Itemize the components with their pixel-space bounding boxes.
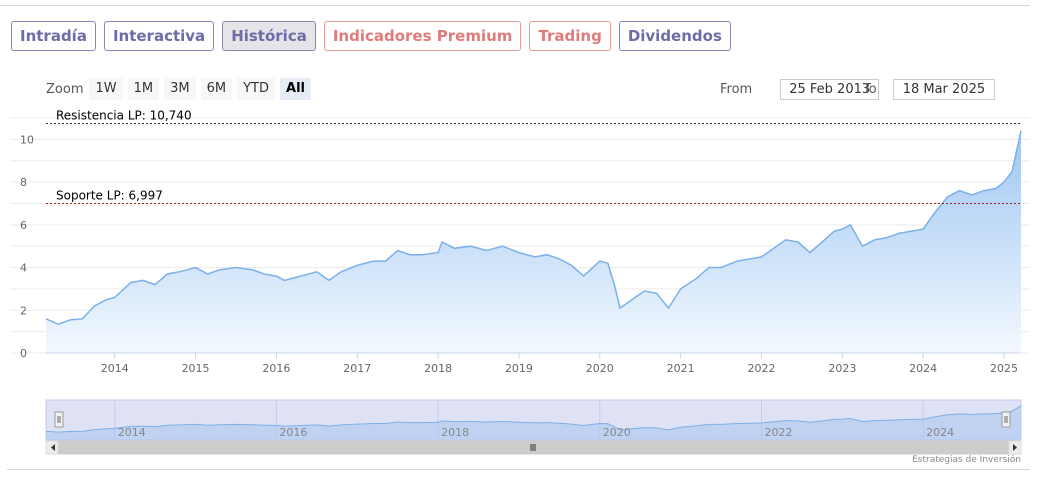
support-label: Soporte LP: 6,997 (56, 189, 163, 203)
x-tick-label: 2019 (505, 362, 533, 375)
to-label: To (863, 82, 877, 97)
plot-lines: Resistencia LP: 10,740 Soporte LP: 6,997 (46, 109, 1021, 205)
credits: Estrategias de Inversión (912, 455, 1021, 465)
x-tick-label: 2015 (182, 362, 210, 375)
scroll-right-arrow-icon (1013, 444, 1017, 451)
from-label: From (720, 82, 753, 97)
x-tick-label: 2016 (262, 362, 290, 375)
x-tick-label: 2017 (343, 362, 371, 375)
x-tick-label: 2018 (424, 362, 452, 375)
from-date-input[interactable]: 25 Feb 2013 (780, 79, 880, 100)
zoom-1w-button[interactable]: 1W (89, 78, 123, 100)
tab-historica[interactable]: Histórica (222, 21, 316, 51)
zoom-selector: Zoom 1W 1M 3M 6M YTD All (46, 78, 316, 100)
x-axis: 2014 2015 2016 2017 2018 2019 2020 2021 2022 2023… (46, 352, 1021, 375)
y-tick-label: 10 (20, 133, 34, 146)
tab-intradia[interactable]: Intradía (11, 21, 96, 51)
to-date-input[interactable]: 18 Mar 2025 (892, 79, 996, 100)
x-tick-label: 2020 (586, 362, 614, 375)
navigator[interactable]: 2014 2016 2018 2020 2022 2024 (45, 399, 1022, 455)
y-tick-label: 4 (20, 262, 27, 275)
y-axis: 0 2 4 6 8 10 (20, 133, 34, 360)
range-to: To 18 Mar 2025 (863, 79, 996, 100)
resistance-label: Resistencia LP: 10,740 (56, 109, 192, 123)
y-tick-label: 2 (20, 304, 27, 317)
x-tick-label: 2014 (101, 362, 129, 375)
zoom-all-button[interactable]: All (280, 78, 311, 100)
navigator-tick-label: 2022 (764, 426, 792, 439)
x-tick-label: 2024 (909, 362, 937, 375)
navigator-tick-label: 2016 (279, 426, 307, 439)
zoom-ytd-button[interactable]: YTD (237, 78, 276, 100)
x-tick-label: 2022 (747, 362, 775, 375)
navigator-line (45, 405, 1022, 433)
navigator-tick-label: 2024 (926, 426, 954, 439)
y-tick-label: 6 (20, 219, 27, 232)
scroll-left-arrow-icon (51, 444, 55, 451)
zoom-label: Zoom (46, 81, 84, 97)
navigator-tick-label: 2018 (441, 426, 469, 439)
bottom-divider (7, 469, 1030, 470)
zoom-6m-button[interactable]: 6M (200, 78, 233, 100)
zoom-3m-button[interactable]: 3M (164, 78, 196, 100)
navigator-left-handle[interactable] (54, 411, 64, 428)
y-tick-label: 8 (20, 176, 27, 189)
tab-trading[interactable]: Trading (529, 21, 611, 51)
price-area (46, 130, 1021, 353)
top-divider (0, 5, 1030, 6)
navigator-tick-label: 2020 (603, 426, 631, 439)
x-tick-label: 2023 (828, 362, 856, 375)
tab-bar: Intradía Interactiva Histórica Indicador… (11, 21, 731, 51)
navigator-tick-label: 2014 (118, 426, 146, 439)
navigator-right-handle[interactable] (1001, 411, 1011, 428)
tab-dividendos[interactable]: Dividendos (618, 21, 731, 51)
range-from: From 25 Feb 2013 (720, 79, 880, 100)
x-tick-label: 2025 (990, 362, 1018, 375)
tab-interactiva[interactable]: Interactiva (103, 21, 215, 51)
tab-indicadores-premium[interactable]: Indicadores Premium (323, 21, 522, 51)
y-tick-label: 0 (20, 347, 27, 360)
price-line (45, 130, 1022, 326)
zoom-1m-button[interactable]: 1M (127, 78, 160, 100)
x-tick-label: 2021 (667, 362, 695, 375)
